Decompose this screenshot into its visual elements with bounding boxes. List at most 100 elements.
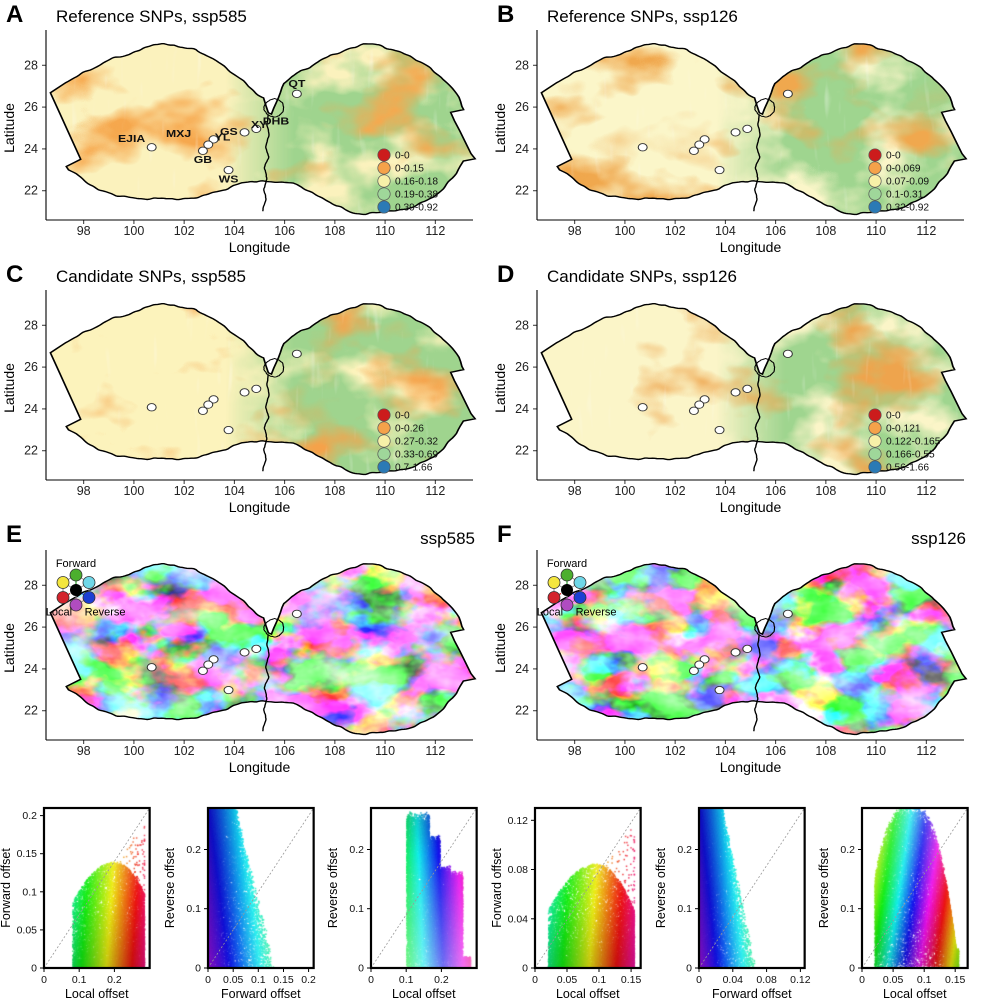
svg-text:102: 102 (174, 224, 195, 238)
svg-text:Longitude: Longitude (229, 759, 291, 775)
svg-text:Reverse offset: Reverse offset (164, 847, 177, 928)
svg-text:Reverse: Reverse (85, 607, 126, 619)
svg-text:Longitude: Longitude (720, 499, 782, 515)
svg-text:0-0: 0-0 (395, 151, 410, 162)
svg-text:24: 24 (515, 662, 529, 676)
svg-text:Reverse offset: Reverse offset (818, 847, 831, 928)
svg-text:Latitude: Latitude (1, 103, 17, 153)
svg-text:Candidate SNPs, ssp126: Candidate SNPs, ssp126 (547, 267, 737, 286)
svg-text:100: 100 (614, 224, 635, 238)
svg-text:0.2: 0.2 (22, 811, 37, 822)
svg-text:22: 22 (24, 444, 38, 458)
svg-text:0.2: 0.2 (677, 845, 692, 856)
svg-text:106: 106 (274, 744, 295, 758)
svg-text:0.1: 0.1 (72, 975, 87, 986)
svg-text:104: 104 (224, 744, 245, 758)
svg-text:0.33-0.69: 0.33-0.69 (395, 450, 438, 461)
svg-text:Longitude: Longitude (720, 759, 782, 775)
svg-text:0.2: 0.2 (301, 975, 316, 986)
svg-text:Reverse offset: Reverse offset (655, 847, 668, 928)
svg-text:102: 102 (665, 224, 686, 238)
svg-text:108: 108 (815, 484, 836, 498)
svg-text:0: 0 (41, 975, 47, 986)
svg-text:26: 26 (24, 360, 38, 374)
svg-text:0: 0 (696, 975, 702, 986)
svg-text:24: 24 (24, 662, 38, 676)
svg-text:0-0.26: 0-0.26 (395, 424, 424, 435)
svg-text:26: 26 (515, 620, 529, 634)
svg-text:ssp126: ssp126 (911, 529, 966, 548)
svg-text:F: F (497, 521, 512, 548)
svg-text:WS: WS (219, 174, 239, 185)
svg-text:106: 106 (274, 224, 295, 238)
svg-text:Reverse offset: Reverse offset (327, 847, 340, 928)
svg-text:100: 100 (614, 484, 635, 498)
svg-text:0.27-0.32: 0.27-0.32 (395, 437, 438, 448)
svg-text:0.08: 0.08 (508, 865, 529, 876)
svg-text:Local offset: Local offset (392, 987, 456, 1001)
svg-text:Forward offset: Forward offset (0, 848, 13, 928)
svg-text:0-0.15: 0-0.15 (395, 164, 424, 175)
svg-text:0.2: 0.2 (350, 845, 365, 856)
svg-text:112: 112 (425, 484, 445, 498)
svg-text:0-0,121: 0-0,121 (886, 424, 921, 435)
svg-text:Latitude: Latitude (492, 363, 508, 413)
svg-text:24: 24 (24, 142, 38, 156)
svg-text:0.56-1.66: 0.56-1.66 (886, 463, 929, 474)
svg-text:0: 0 (532, 975, 538, 986)
svg-text:98: 98 (77, 744, 91, 758)
svg-text:0.122-0.165: 0.122-0.165 (886, 437, 941, 448)
svg-text:100: 100 (123, 484, 144, 498)
svg-text:Reference SNPs, ssp126: Reference SNPs, ssp126 (547, 7, 738, 26)
svg-text:108: 108 (324, 484, 345, 498)
svg-text:112: 112 (425, 224, 445, 238)
svg-text:106: 106 (765, 484, 786, 498)
svg-text:Longitude: Longitude (229, 499, 291, 515)
svg-text:QT: QT (288, 79, 305, 90)
svg-text:106: 106 (274, 484, 295, 498)
svg-text:Candidate SNPs, ssp585: Candidate SNPs, ssp585 (56, 267, 246, 286)
svg-text:B: B (497, 1, 514, 28)
svg-text:0-0: 0-0 (395, 411, 410, 422)
svg-text:0: 0 (859, 975, 865, 986)
svg-text:108: 108 (324, 224, 345, 238)
svg-text:0-0: 0-0 (886, 411, 901, 422)
svg-text:110: 110 (375, 224, 395, 238)
svg-text:0.2: 0.2 (107, 975, 122, 986)
svg-text:112: 112 (916, 224, 936, 238)
svg-text:28: 28 (24, 318, 38, 332)
svg-text:110: 110 (866, 224, 886, 238)
svg-text:28: 28 (24, 58, 38, 72)
svg-text:112: 112 (425, 744, 445, 758)
svg-text:0.1: 0.1 (841, 904, 856, 915)
svg-text:100: 100 (614, 744, 635, 758)
svg-text:22: 22 (24, 184, 38, 198)
svg-text:0.15: 0.15 (273, 975, 294, 986)
svg-text:Forward offset: Forward offset (712, 987, 792, 1001)
svg-text:Local offset: Local offset (883, 987, 947, 1001)
svg-text:28: 28 (24, 578, 38, 592)
svg-text:C: C (6, 261, 23, 288)
svg-text:0.12: 0.12 (790, 975, 811, 986)
svg-text:112: 112 (916, 744, 936, 758)
svg-text:98: 98 (568, 484, 582, 498)
svg-text:Latitude: Latitude (1, 623, 17, 673)
svg-text:22: 22 (24, 704, 38, 718)
svg-text:0.1: 0.1 (677, 904, 692, 915)
svg-text:104: 104 (224, 224, 245, 238)
svg-text:0.1: 0.1 (251, 975, 266, 986)
svg-text:0: 0 (522, 963, 528, 974)
svg-text:0.1-0.31: 0.1-0.31 (886, 190, 924, 201)
svg-text:104: 104 (715, 744, 736, 758)
svg-text:0.39-0.92: 0.39-0.92 (395, 203, 438, 214)
svg-text:Local offset: Local offset (556, 987, 620, 1001)
svg-text:0.19-0.38: 0.19-0.38 (395, 190, 438, 201)
svg-text:102: 102 (665, 484, 686, 498)
svg-text:100: 100 (123, 224, 144, 238)
svg-text:0: 0 (205, 975, 211, 986)
svg-text:0.07-0.09: 0.07-0.09 (886, 177, 929, 188)
svg-text:Reference SNPs, ssp585: Reference SNPs, ssp585 (56, 7, 247, 26)
svg-text:100: 100 (123, 744, 144, 758)
svg-text:22: 22 (515, 704, 529, 718)
svg-text:112: 112 (916, 484, 936, 498)
